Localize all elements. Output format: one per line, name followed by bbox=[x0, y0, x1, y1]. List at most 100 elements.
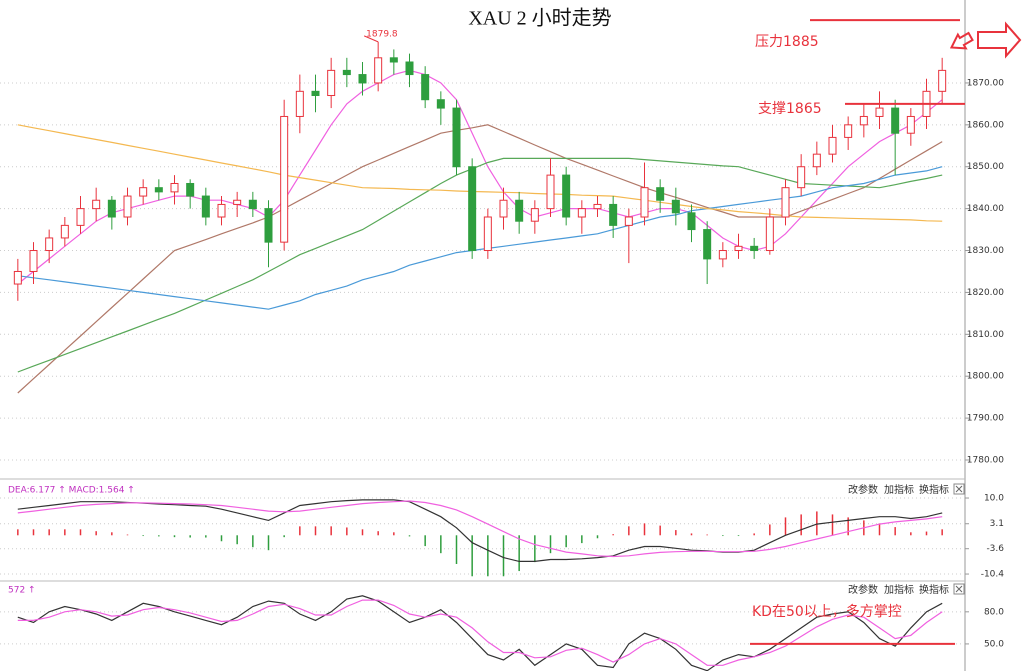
button[interactable]: 加指标 bbox=[884, 583, 914, 596]
candle-body bbox=[186, 182, 195, 197]
indicator-label: DEA:6.177 ↑ MACD:1.564 ↑ bbox=[8, 486, 135, 496]
y-tick-label: 1820.00 bbox=[967, 288, 1004, 298]
candle-body bbox=[280, 115, 289, 243]
candle-body bbox=[875, 107, 884, 117]
candle-body bbox=[436, 99, 445, 109]
annotation: 支撑1865 bbox=[758, 101, 822, 117]
candle-body bbox=[859, 115, 868, 126]
candle-body bbox=[765, 216, 774, 252]
arrow-icon bbox=[949, 31, 974, 50]
button[interactable]: 加指标 bbox=[884, 483, 914, 496]
candle-body bbox=[374, 57, 383, 84]
candle-body bbox=[609, 203, 618, 226]
candle-body bbox=[624, 216, 633, 226]
indicator-line bbox=[17, 69, 943, 285]
annotation: KD在50以上，多方掌控 bbox=[752, 603, 902, 620]
candle-body bbox=[499, 199, 508, 218]
candle-body bbox=[687, 212, 696, 231]
candle-body bbox=[76, 208, 85, 226]
button[interactable]: 改参数 bbox=[848, 483, 878, 496]
candle-body bbox=[60, 224, 69, 239]
y-tick-label: 1810.00 bbox=[967, 330, 1004, 340]
candle-body bbox=[844, 124, 853, 138]
high-marker bbox=[363, 35, 379, 43]
candle-body bbox=[233, 199, 242, 205]
candle-body bbox=[562, 174, 571, 218]
button[interactable]: 换指标 bbox=[919, 483, 949, 496]
candle-body bbox=[797, 166, 806, 189]
candle-body bbox=[421, 74, 430, 101]
indicator-line bbox=[17, 157, 943, 373]
high-label: 1879.8 bbox=[366, 29, 398, 39]
candle-body bbox=[123, 195, 132, 218]
candle-body bbox=[656, 187, 665, 201]
candle-body bbox=[452, 107, 461, 168]
y-tick-label: 1840.00 bbox=[967, 204, 1004, 214]
y-tick-label: 1800.00 bbox=[967, 372, 1004, 382]
candle-body bbox=[468, 166, 477, 252]
candle-body bbox=[640, 187, 649, 218]
candle-body bbox=[92, 199, 101, 210]
candle-body bbox=[938, 69, 947, 92]
arrow-icon bbox=[977, 21, 1022, 59]
candle-body bbox=[906, 115, 915, 134]
close-button[interactable] bbox=[953, 483, 965, 495]
candle-body bbox=[483, 216, 492, 252]
candle-body bbox=[45, 237, 54, 252]
annotation: 压力1885 bbox=[755, 34, 819, 50]
candle-body bbox=[515, 199, 524, 222]
indicator-line bbox=[17, 499, 943, 562]
candle-body bbox=[13, 270, 22, 285]
button[interactable]: 换指标 bbox=[919, 583, 949, 596]
candle-body bbox=[405, 61, 414, 76]
candle-body bbox=[781, 187, 790, 218]
indicator-label: 572 ↑ bbox=[8, 586, 36, 596]
y-tick-label: 1860.00 bbox=[967, 120, 1004, 130]
y-tick-label: 3.1 bbox=[990, 519, 1004, 529]
indicator-line bbox=[17, 500, 943, 558]
candle-body bbox=[750, 245, 759, 252]
y-tick-label: 1850.00 bbox=[967, 162, 1004, 172]
candle-body bbox=[358, 74, 367, 84]
candle-body bbox=[671, 199, 680, 214]
candle-body bbox=[812, 153, 821, 168]
candle-body bbox=[107, 199, 116, 218]
candle-body bbox=[703, 229, 712, 260]
candle-body bbox=[154, 187, 163, 193]
candle-body bbox=[201, 195, 210, 218]
indicator-line bbox=[17, 595, 943, 671]
candle-body bbox=[327, 69, 336, 97]
y-tick-label: 50.0 bbox=[984, 639, 1004, 649]
candle-body bbox=[264, 208, 273, 243]
y-tick-label: -3.6 bbox=[986, 544, 1004, 554]
y-tick-label: 1830.00 bbox=[967, 246, 1004, 256]
candle-body bbox=[29, 250, 38, 272]
candle-body bbox=[295, 90, 304, 117]
candle-body bbox=[718, 250, 727, 260]
y-tick-label: 1780.00 bbox=[967, 455, 1004, 465]
y-tick-label: 80.0 bbox=[984, 607, 1004, 617]
y-tick-label: -10.4 bbox=[981, 570, 1005, 580]
candle-body bbox=[248, 199, 257, 210]
close-button[interactable] bbox=[953, 583, 965, 595]
candle-body bbox=[593, 203, 602, 210]
candle-body bbox=[311, 90, 320, 97]
candle-body bbox=[828, 136, 837, 155]
y-tick-label: 1790.00 bbox=[967, 414, 1004, 424]
candle-body bbox=[217, 203, 226, 218]
candle-body bbox=[530, 208, 539, 222]
candle-body bbox=[342, 69, 351, 76]
button[interactable]: 改参数 bbox=[848, 583, 878, 596]
candle-body bbox=[170, 182, 179, 193]
candle-body bbox=[389, 57, 398, 63]
chart-title: XAU 2 小时走势 bbox=[468, 7, 611, 30]
candle-body bbox=[577, 208, 586, 218]
candle-body bbox=[891, 107, 900, 134]
candle-body bbox=[139, 187, 148, 197]
y-tick-label: 1870.00 bbox=[967, 78, 1004, 88]
candle-body bbox=[734, 245, 743, 252]
y-tick-label: 10.0 bbox=[984, 494, 1004, 504]
candle-body bbox=[546, 174, 555, 210]
